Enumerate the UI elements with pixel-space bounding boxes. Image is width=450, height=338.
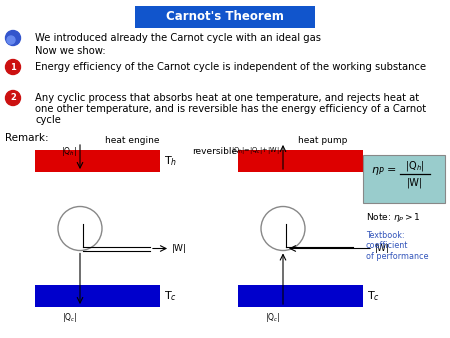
Text: We introduced already the Carnot cycle with an ideal gas: We introduced already the Carnot cycle w…: [35, 33, 321, 43]
Text: Carnot's Theorem: Carnot's Theorem: [166, 10, 284, 24]
Circle shape: [5, 59, 21, 74]
Text: Now we show:: Now we show:: [35, 46, 106, 56]
Text: T$_h$: T$_h$: [367, 154, 380, 168]
Text: T$_c$: T$_c$: [367, 289, 380, 303]
Text: |W|: |W|: [375, 244, 390, 253]
Circle shape: [5, 30, 21, 46]
Text: heat engine: heat engine: [105, 136, 159, 145]
Circle shape: [5, 91, 21, 105]
Text: |Q$_h$|=|Q$_c$|+|W|: |Q$_h$|=|Q$_c$|+|W|: [231, 145, 280, 156]
Text: |Q$_h$|: |Q$_h$|: [61, 145, 77, 158]
Text: heat pump: heat pump: [298, 136, 347, 145]
Text: reversible: reversible: [193, 147, 238, 156]
Text: T$_c$: T$_c$: [164, 289, 177, 303]
Text: 2: 2: [10, 94, 16, 102]
Text: |Q$_c$|: |Q$_c$|: [62, 311, 77, 323]
Circle shape: [58, 207, 102, 250]
Bar: [363, 155, 445, 203]
Circle shape: [261, 207, 305, 250]
Text: |W|: |W|: [172, 244, 187, 253]
Text: T$_h$: T$_h$: [164, 154, 177, 168]
Bar: [35, 285, 160, 307]
Bar: [135, 6, 315, 28]
Text: Note: $\eta_P$$>$1: Note: $\eta_P$$>$1: [366, 211, 421, 223]
Text: 1: 1: [10, 63, 16, 72]
Bar: [238, 285, 363, 307]
Text: |Q$_c$|: |Q$_c$|: [265, 311, 280, 323]
Text: one other temperature, and is reversible has the energy efficiency of a Carnot: one other temperature, and is reversible…: [35, 104, 426, 114]
Text: cycle: cycle: [35, 115, 61, 125]
Text: |W|: |W|: [407, 178, 423, 188]
Text: $\eta_P$ =: $\eta_P$ =: [371, 165, 397, 177]
Text: Any cyclic process that absorbs heat at one temperature, and rejects heat at: Any cyclic process that absorbs heat at …: [35, 93, 419, 103]
Text: Textbook:
coefficient
of performance: Textbook: coefficient of performance: [366, 231, 428, 261]
Bar: [35, 150, 160, 172]
Bar: [238, 150, 363, 172]
Text: Energy efficiency of the Carnot cycle is independent of the working substance: Energy efficiency of the Carnot cycle is…: [35, 62, 426, 72]
Circle shape: [7, 36, 15, 44]
Text: |Q$_h$|: |Q$_h$|: [405, 159, 425, 173]
Text: Remark:: Remark:: [5, 133, 49, 143]
